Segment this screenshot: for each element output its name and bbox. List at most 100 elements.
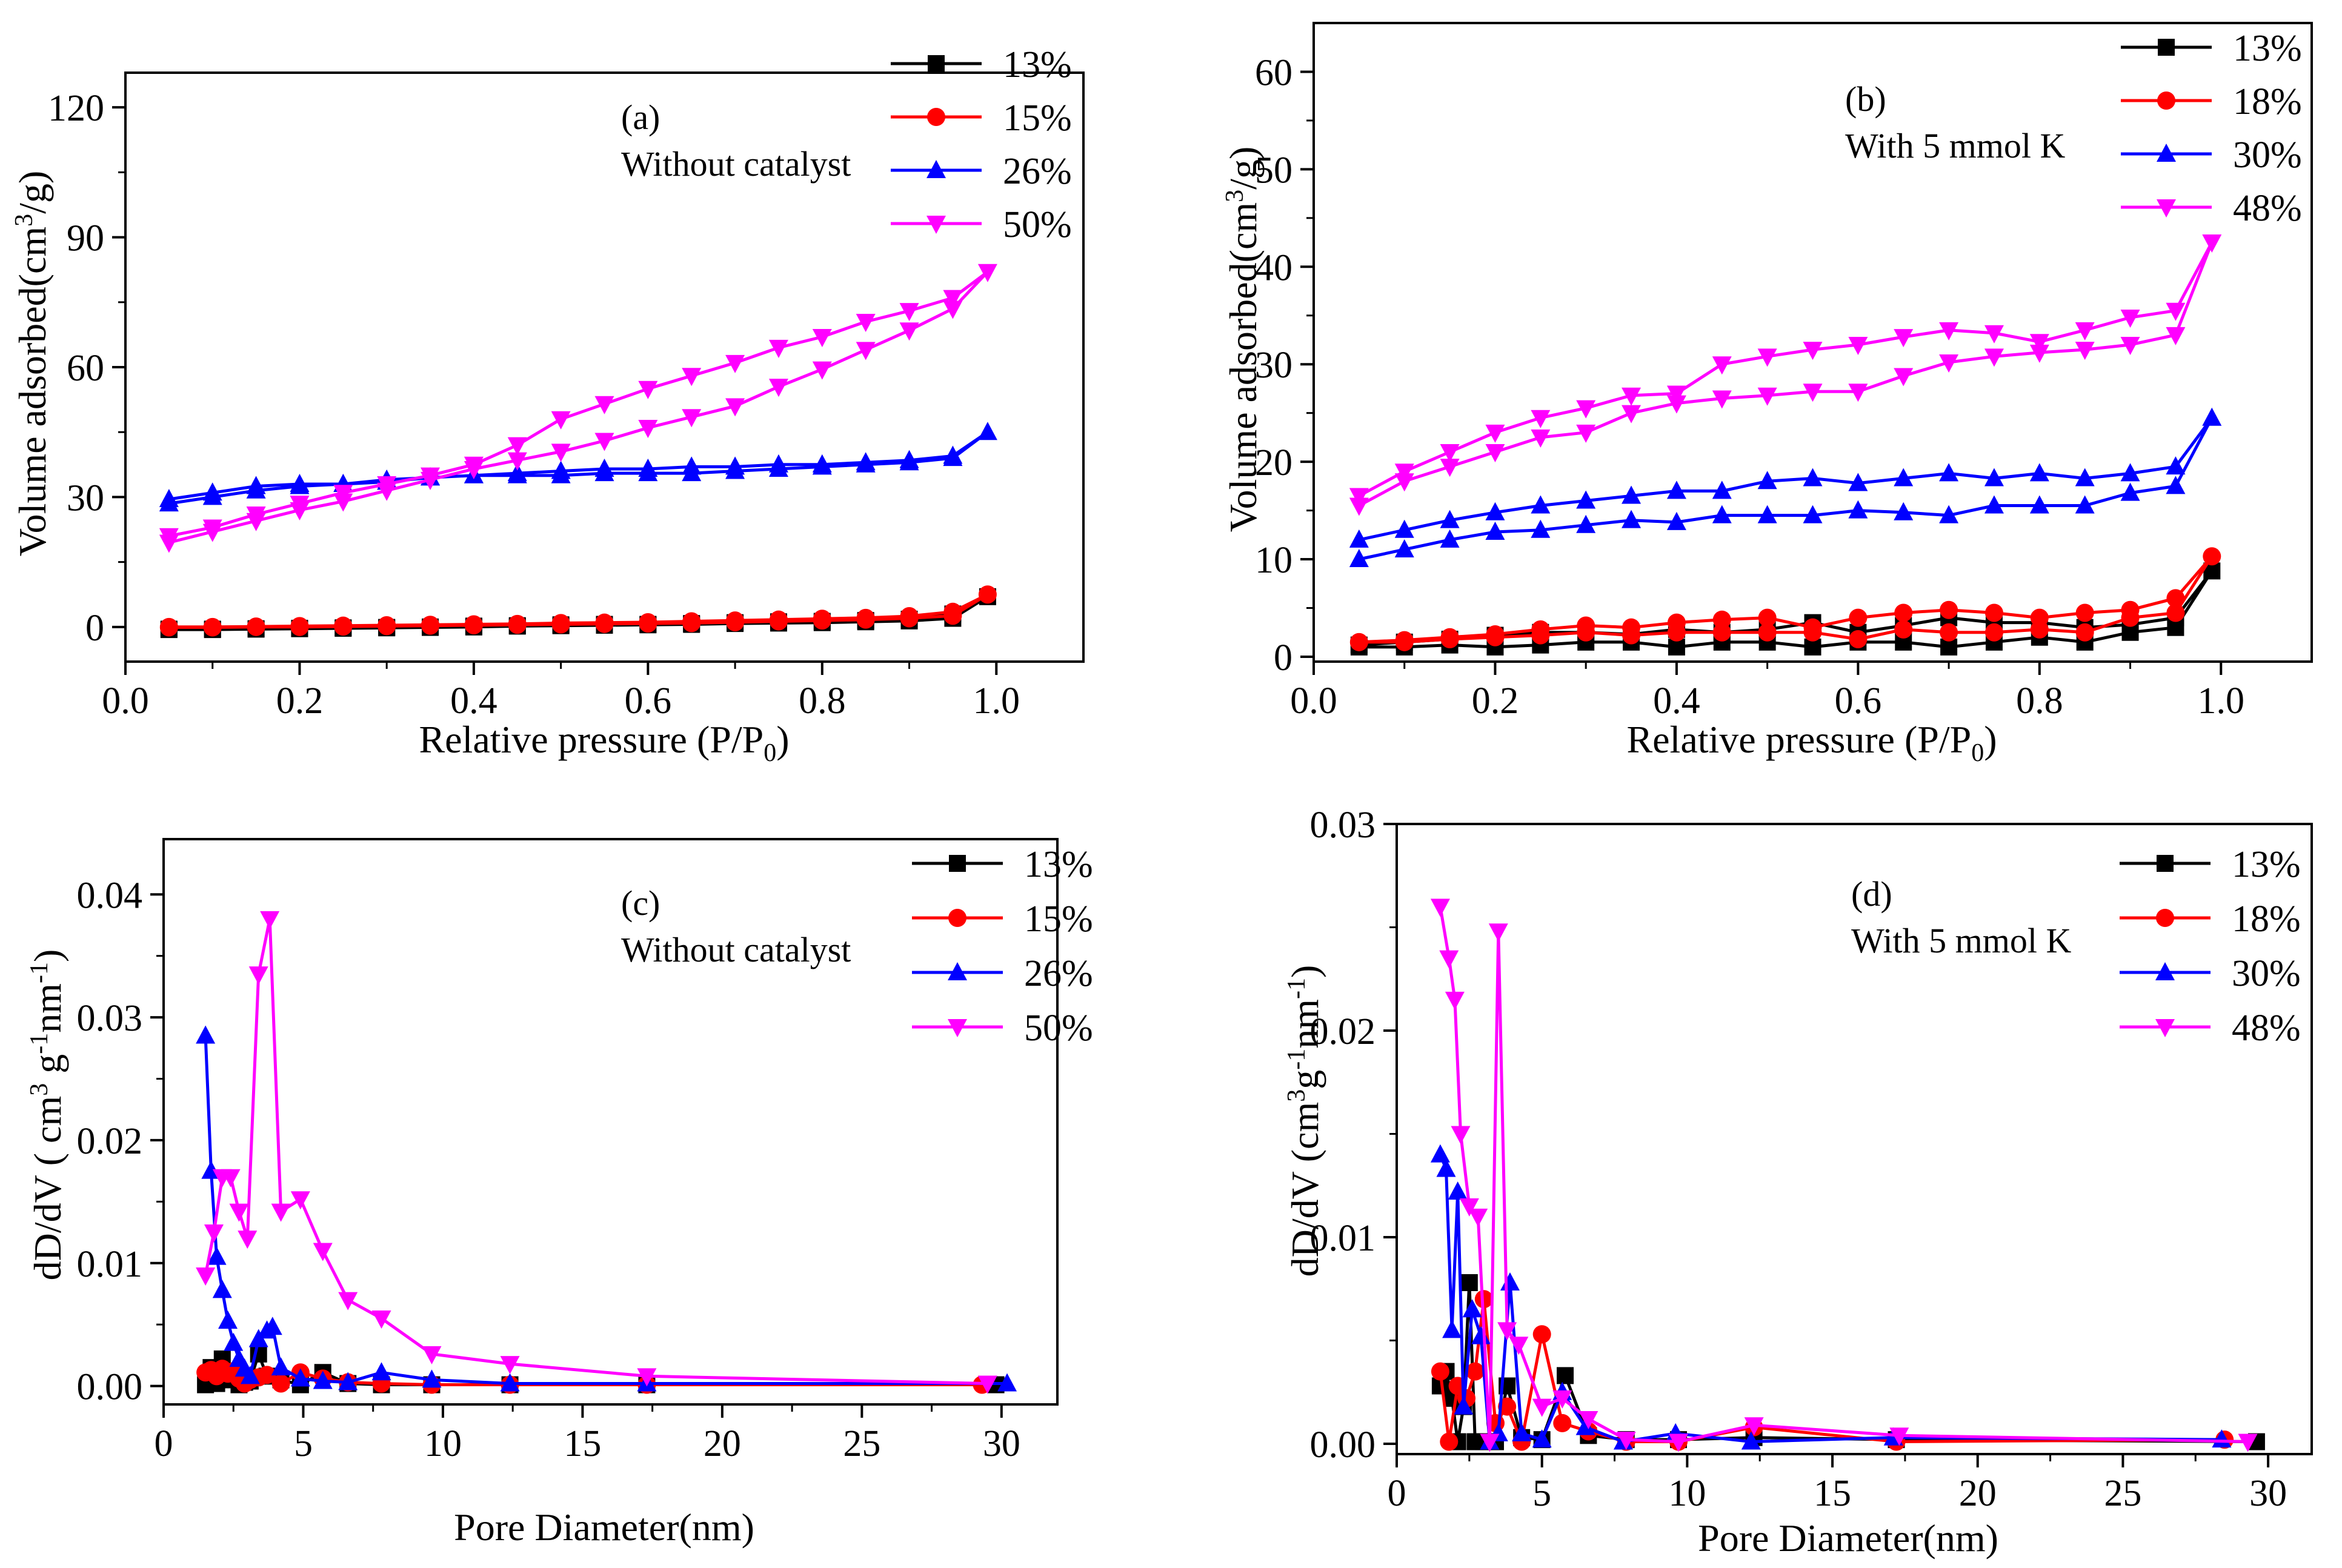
data-point — [1349, 549, 1369, 568]
series-26% — [159, 422, 997, 512]
data-point — [1803, 384, 1823, 402]
data-point — [2029, 334, 2049, 353]
data-point — [2166, 327, 2186, 345]
y-tick-label: 0.02 — [77, 1121, 143, 1162]
y-axis-label-part: Volume adsorbed(cm — [11, 227, 54, 556]
y-axis-label: Volume adsorbed(cm3/g) — [1221, 147, 1265, 533]
x-axis-label-end: ) — [1984, 718, 1997, 761]
data-point — [1622, 485, 1642, 504]
y-axis-label-part: -1 — [1283, 1049, 1311, 1070]
x-tick-label: 0.2 — [1472, 680, 1519, 722]
y-axis-label-part: nm — [1283, 999, 1326, 1049]
series-50% — [159, 264, 997, 553]
x-tick-label: 0.6 — [1835, 680, 1882, 722]
data-point — [1531, 519, 1551, 538]
data-point — [1803, 468, 1823, 487]
data-point — [1460, 1274, 1478, 1291]
data-point — [464, 460, 484, 479]
x-tick-label: 5 — [294, 1423, 313, 1464]
y-axis-label-part: 3 — [25, 1083, 53, 1096]
data-point — [202, 523, 222, 542]
series-18% — [1349, 547, 2221, 651]
x-tick-label: 0 — [1388, 1473, 1406, 1514]
data-point — [224, 1332, 244, 1351]
y-tick-label: 0 — [1274, 637, 1292, 679]
data-point — [2203, 547, 2221, 566]
data-point — [812, 328, 832, 347]
data-point — [1349, 497, 1369, 516]
data-point — [1440, 510, 1460, 528]
data-point — [1667, 623, 1686, 642]
data-point — [1349, 633, 1368, 651]
data-point — [638, 380, 658, 399]
data-point — [338, 1292, 358, 1311]
data-point — [899, 322, 919, 341]
data-point — [2120, 337, 2140, 356]
data-point — [1984, 348, 2004, 367]
data-point — [422, 1369, 442, 1388]
data-point — [1431, 1362, 1449, 1381]
data-point — [202, 487, 222, 505]
data-point — [637, 1368, 657, 1387]
data-point — [421, 471, 441, 490]
data-point — [1666, 511, 1686, 530]
y-axis-label-part: /g) — [1222, 147, 1265, 190]
x-axis-label: Relative pressure (P/P0) — [419, 718, 789, 767]
panel-subtitle: With 5 mmol K — [1845, 126, 2065, 165]
y-tick-label: 50 — [1255, 150, 1292, 191]
data-point — [1757, 505, 1777, 523]
legend-label: 30% — [2232, 953, 2301, 994]
legend: 13% 15% 26% 50% — [912, 844, 1093, 1049]
x-tick-label: 0 — [155, 1423, 173, 1464]
data-point — [1485, 444, 1505, 463]
data-point — [1500, 1272, 1520, 1291]
data-point — [1474, 1290, 1493, 1309]
data-point — [271, 1203, 291, 1222]
data-point — [1741, 1431, 1761, 1450]
series-18% — [1431, 1290, 2234, 1451]
data-point — [464, 616, 483, 634]
series-line — [204, 917, 988, 1385]
data-point — [1486, 628, 1505, 646]
series-30% — [1349, 407, 2222, 568]
plot-frame — [124, 71, 1085, 663]
x-tick-label: 15 — [564, 1423, 601, 1464]
y-tick-label: 120 — [48, 88, 104, 129]
data-point — [212, 1280, 232, 1298]
legend-label: 13% — [1024, 844, 1093, 885]
y-tick-label: 60 — [1255, 52, 1292, 93]
panel-label: (a) — [621, 98, 660, 137]
data-point — [2202, 234, 2222, 253]
data-point — [1940, 623, 1958, 642]
data-point — [1894, 368, 1914, 387]
y-tick-label: 0.01 — [77, 1244, 143, 1285]
x-tick-label: 0.6 — [625, 680, 672, 722]
panel-subtitle: Without catalyst — [621, 144, 851, 184]
data-point — [1440, 529, 1460, 548]
data-point — [204, 1224, 224, 1243]
data-point — [290, 476, 310, 494]
data-point — [943, 290, 963, 308]
x-tick-label: 30 — [2249, 1473, 2287, 1514]
data-point — [196, 1025, 216, 1044]
legend-label: 13% — [2232, 844, 2301, 885]
data-point — [2075, 603, 2094, 622]
y-tick-label: 0.01 — [1310, 1218, 1376, 1259]
data-point — [246, 513, 266, 531]
data-point — [899, 303, 919, 322]
x-axis-label-main: Pore Diameter(nm) — [1698, 1517, 1998, 1560]
data-point — [1485, 502, 1505, 520]
data-point — [1440, 630, 1459, 648]
data-point — [2212, 1429, 2232, 1448]
y-axis-label-part: ) — [1283, 965, 1326, 978]
panel-subtitle: With 5 mmol K — [1851, 921, 2071, 960]
data-point — [1894, 468, 1914, 487]
y-axis-label-part: 3 — [1283, 1089, 1311, 1102]
data-point — [1468, 1208, 1488, 1227]
data-point — [1440, 459, 1460, 477]
data-point — [900, 609, 919, 628]
data-point — [856, 452, 876, 471]
y-axis-label: dD/dV ( cm3 g-1nm-1) — [25, 949, 69, 1281]
data-point — [371, 1362, 391, 1381]
data-point — [500, 1356, 520, 1375]
